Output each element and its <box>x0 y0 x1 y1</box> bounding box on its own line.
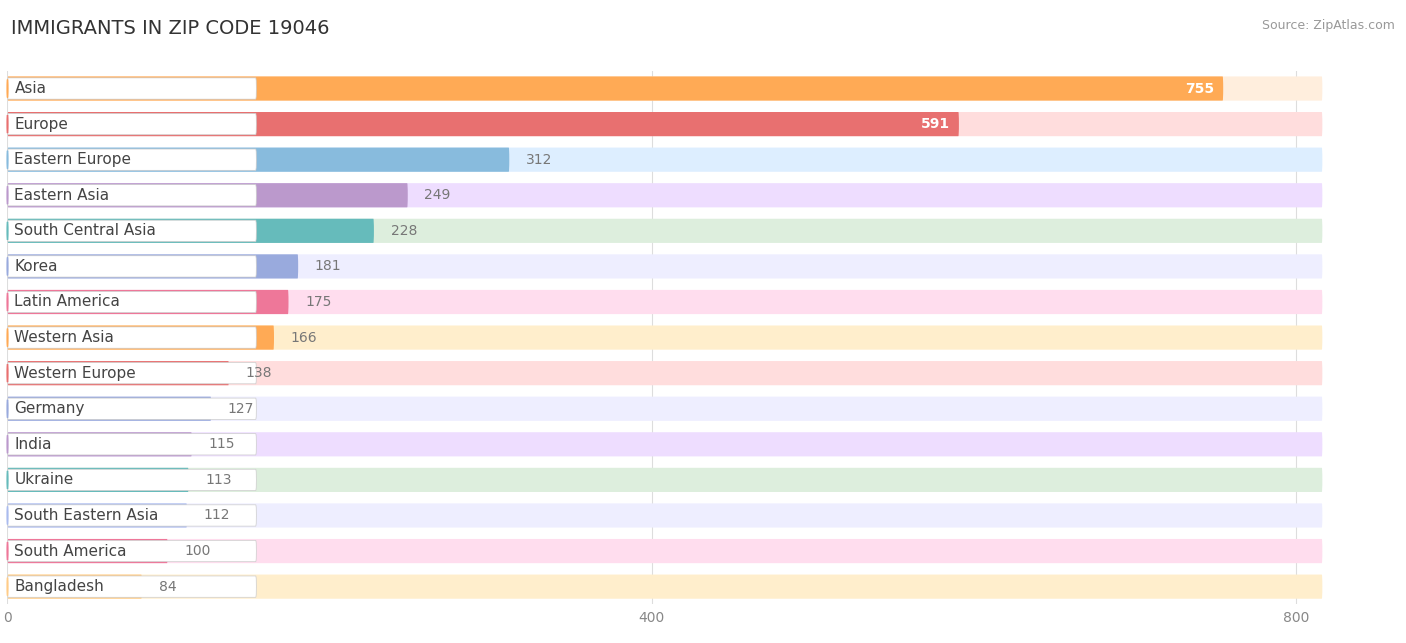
FancyBboxPatch shape <box>7 77 1223 100</box>
Text: Eastern Europe: Eastern Europe <box>14 152 131 167</box>
Text: 228: 228 <box>391 224 418 238</box>
FancyBboxPatch shape <box>7 575 142 599</box>
FancyBboxPatch shape <box>7 291 256 312</box>
FancyBboxPatch shape <box>7 469 256 491</box>
FancyBboxPatch shape <box>7 183 1323 207</box>
Text: South Central Asia: South Central Asia <box>14 223 156 239</box>
FancyBboxPatch shape <box>7 148 509 172</box>
FancyBboxPatch shape <box>7 112 959 136</box>
FancyBboxPatch shape <box>7 398 256 419</box>
Text: Bangladesh: Bangladesh <box>14 579 104 594</box>
FancyBboxPatch shape <box>7 255 1323 278</box>
FancyBboxPatch shape <box>7 503 187 527</box>
FancyBboxPatch shape <box>7 325 1323 350</box>
Text: 166: 166 <box>291 331 318 345</box>
FancyBboxPatch shape <box>7 432 191 457</box>
Text: South Eastern Asia: South Eastern Asia <box>14 508 159 523</box>
FancyBboxPatch shape <box>7 219 1323 243</box>
Text: Asia: Asia <box>14 81 46 96</box>
Text: 755: 755 <box>1185 82 1215 96</box>
FancyBboxPatch shape <box>7 468 188 492</box>
FancyBboxPatch shape <box>7 256 256 277</box>
FancyBboxPatch shape <box>7 363 256 384</box>
Text: Germany: Germany <box>14 401 84 416</box>
FancyBboxPatch shape <box>7 433 256 455</box>
Text: 100: 100 <box>184 544 211 558</box>
FancyBboxPatch shape <box>7 255 298 278</box>
FancyBboxPatch shape <box>7 397 211 421</box>
FancyBboxPatch shape <box>7 503 1323 527</box>
Text: 112: 112 <box>204 509 231 523</box>
FancyBboxPatch shape <box>7 149 256 170</box>
Text: Source: ZipAtlas.com: Source: ZipAtlas.com <box>1261 19 1395 32</box>
Text: 84: 84 <box>159 579 176 593</box>
FancyBboxPatch shape <box>7 397 1323 421</box>
FancyBboxPatch shape <box>7 148 1323 172</box>
Text: India: India <box>14 437 52 452</box>
Text: 138: 138 <box>246 366 271 380</box>
Text: 312: 312 <box>526 152 553 167</box>
Text: 175: 175 <box>305 295 332 309</box>
FancyBboxPatch shape <box>7 540 256 562</box>
FancyBboxPatch shape <box>7 539 167 563</box>
Text: Eastern Asia: Eastern Asia <box>14 188 110 203</box>
FancyBboxPatch shape <box>7 432 1323 457</box>
FancyBboxPatch shape <box>7 290 1323 314</box>
Text: 113: 113 <box>205 473 232 487</box>
FancyBboxPatch shape <box>7 183 408 207</box>
FancyBboxPatch shape <box>7 220 256 242</box>
FancyBboxPatch shape <box>7 113 256 135</box>
Text: Latin America: Latin America <box>14 294 121 309</box>
Text: 591: 591 <box>921 117 950 131</box>
Text: 127: 127 <box>228 402 254 416</box>
FancyBboxPatch shape <box>7 468 1323 492</box>
FancyBboxPatch shape <box>7 575 1323 599</box>
FancyBboxPatch shape <box>7 361 229 385</box>
Text: 249: 249 <box>425 188 451 203</box>
Text: 115: 115 <box>208 437 235 451</box>
Text: Korea: Korea <box>14 259 58 274</box>
Text: Western Europe: Western Europe <box>14 366 136 381</box>
Text: South America: South America <box>14 543 127 559</box>
Text: Western Asia: Western Asia <box>14 330 114 345</box>
FancyBboxPatch shape <box>7 77 1323 100</box>
Text: Europe: Europe <box>14 116 69 132</box>
Text: Ukraine: Ukraine <box>14 473 73 487</box>
FancyBboxPatch shape <box>7 505 256 526</box>
FancyBboxPatch shape <box>7 219 374 243</box>
Text: IMMIGRANTS IN ZIP CODE 19046: IMMIGRANTS IN ZIP CODE 19046 <box>11 19 330 39</box>
FancyBboxPatch shape <box>7 185 256 206</box>
FancyBboxPatch shape <box>7 576 256 597</box>
FancyBboxPatch shape <box>7 78 256 99</box>
FancyBboxPatch shape <box>7 539 1323 563</box>
Text: 181: 181 <box>315 259 342 273</box>
FancyBboxPatch shape <box>7 290 288 314</box>
FancyBboxPatch shape <box>7 325 274 350</box>
FancyBboxPatch shape <box>7 361 1323 385</box>
FancyBboxPatch shape <box>7 112 1323 136</box>
FancyBboxPatch shape <box>7 327 256 349</box>
